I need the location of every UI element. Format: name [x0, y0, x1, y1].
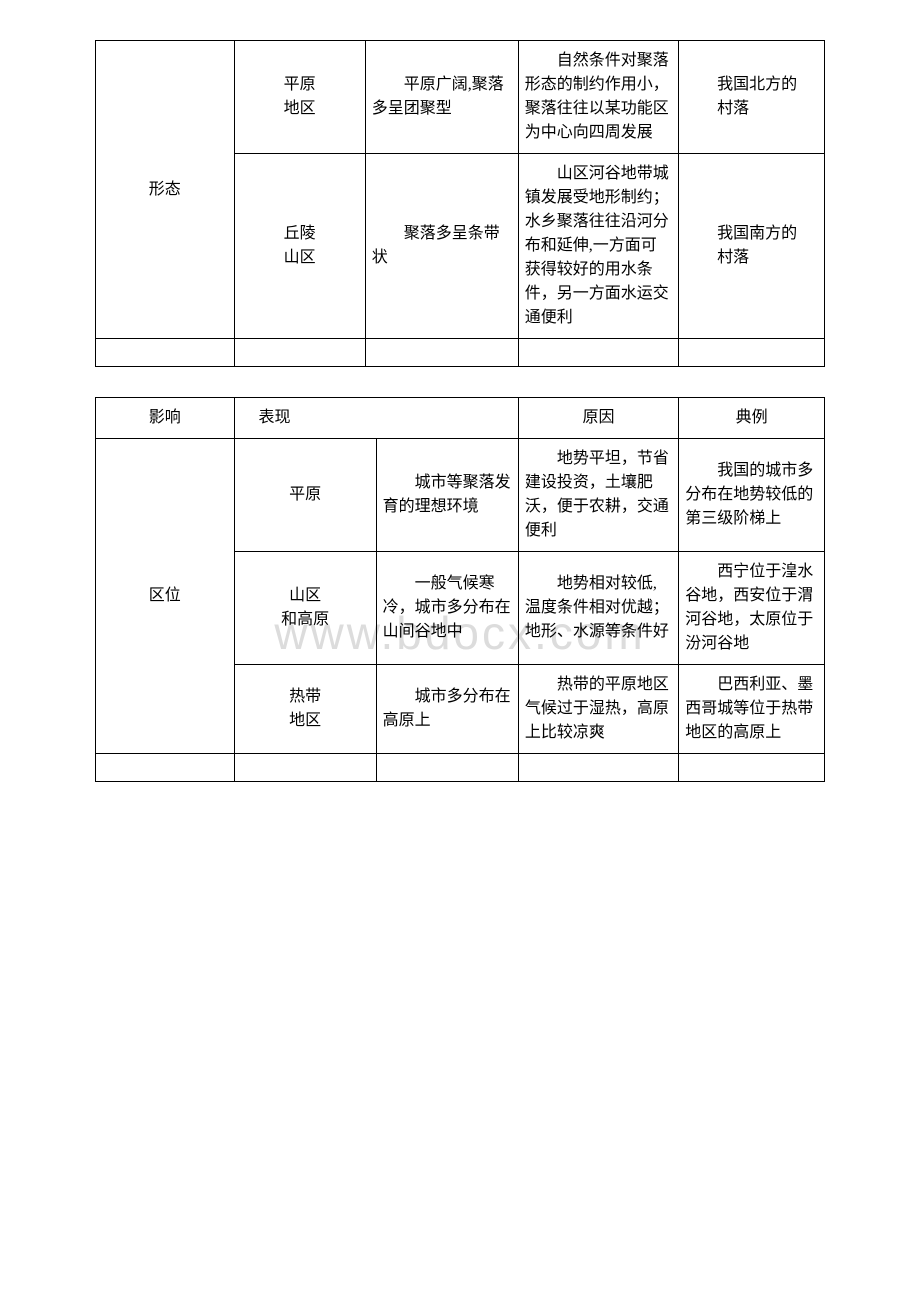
table-row: 形态 平原 地区 平原广阔,聚落多呈团聚型 自然条件对聚落形态的制约作用小，聚落… — [96, 41, 825, 154]
cell-desc: 城市多分布在高原上 — [376, 665, 518, 754]
cell-influence: 形态 — [96, 41, 235, 339]
cell-type: 平原 — [234, 439, 376, 552]
cell-reason: 山区河谷地带城镇发展受地形制约；水乡聚落往往沿河分布和延伸,一方面可获得较好的用… — [518, 154, 678, 339]
table-settlement-form: 形态 平原 地区 平原广阔,聚落多呈团聚型 自然条件对聚落形态的制约作用小，聚落… — [95, 40, 825, 367]
header-influence: 影响 — [96, 398, 235, 439]
cell-desc: 平原广阔,聚落多呈团聚型 — [365, 41, 518, 154]
cell-reason: 自然条件对聚落形态的制约作用小，聚落往往以某功能区为中心向四周发展 — [518, 41, 678, 154]
cell-reason: 热带的平原地区气候过于湿热，高原上比较凉爽 — [518, 665, 678, 754]
cell-influence: 区位 — [96, 439, 235, 754]
header-reason: 原因 — [518, 398, 678, 439]
cell-example: 我国北方的 村落 — [679, 41, 825, 154]
header-example: 典例 — [679, 398, 825, 439]
cell-desc: 聚落多呈条带状 — [365, 154, 518, 339]
cell-type: 热带 地区 — [234, 665, 376, 754]
header-expression: 表现 — [234, 398, 518, 439]
cell-type: 山区 和高原 — [234, 552, 376, 665]
cell-type: 丘陵 山区 — [234, 154, 365, 339]
cell-reason: 地势平坦，节省建设投资，土壤肥沃，便于农耕，交通便利 — [518, 439, 678, 552]
cell-type: 平原 地区 — [234, 41, 365, 154]
cell-reason: 地势相对较低,温度条件相对优越；地形、水源等条件好 — [518, 552, 678, 665]
table-header-row: 影响 表现 原因 典例 — [96, 398, 825, 439]
cell-example: 我国的城市多分布在地势较低的第三级阶梯上 — [679, 439, 825, 552]
cell-example: 西宁位于湟水谷地，西安位于渭河谷地，太原位于汾河谷地 — [679, 552, 825, 665]
table-row-empty — [96, 339, 825, 367]
cell-desc: 城市等聚落发育的理想环境 — [376, 439, 518, 552]
table-row: 区位 平原 城市等聚落发育的理想环境 地势平坦，节省建设投资，土壤肥沃，便于农耕… — [96, 439, 825, 552]
cell-desc: 一般气候寒冷，城市多分布在山间谷地中 — [376, 552, 518, 665]
table-row-empty — [96, 754, 825, 782]
cell-example: 我国南方的 村落 — [679, 154, 825, 339]
cell-example: 巴西利亚、墨西哥城等位于热带地区的高原上 — [679, 665, 825, 754]
table-settlement-location: 影响 表现 原因 典例 区位 平原 城市等聚落发育的理想环境 地势平坦，节省建设… — [95, 397, 825, 782]
